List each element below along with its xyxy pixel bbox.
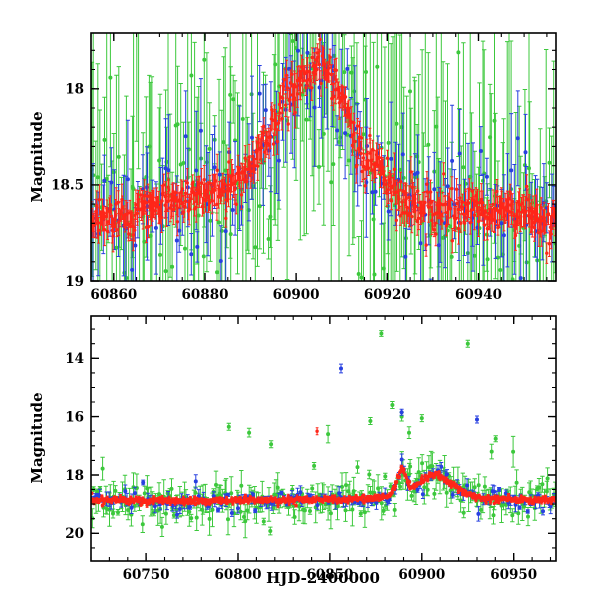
svg-text:60940: 60940	[455, 287, 502, 303]
svg-text:18: 18	[65, 82, 84, 98]
svg-text:18: 18	[65, 468, 84, 484]
svg-text:14: 14	[65, 351, 84, 367]
svg-text:60800: 60800	[215, 567, 262, 583]
svg-text:60950: 60950	[490, 567, 537, 583]
svg-text:60850: 60850	[306, 567, 353, 583]
svg-text:60880: 60880	[182, 287, 229, 303]
bottom-magnitude-axis-label: Magnitude	[28, 392, 46, 484]
svg-text:18.5: 18.5	[51, 178, 84, 194]
hjd-axis-label: HJD-2400000	[266, 569, 380, 587]
svg-text:60900: 60900	[273, 287, 320, 303]
svg-text:60900: 60900	[398, 567, 445, 583]
svg-text:19: 19	[65, 274, 84, 290]
svg-text:60920: 60920	[364, 287, 411, 303]
svg-text:20: 20	[65, 526, 84, 542]
svg-text:60750: 60750	[123, 567, 170, 583]
svg-text:16: 16	[65, 409, 84, 425]
top-magnitude-axis-label: Magnitude	[28, 111, 46, 203]
svg-text:60860: 60860	[90, 287, 137, 303]
